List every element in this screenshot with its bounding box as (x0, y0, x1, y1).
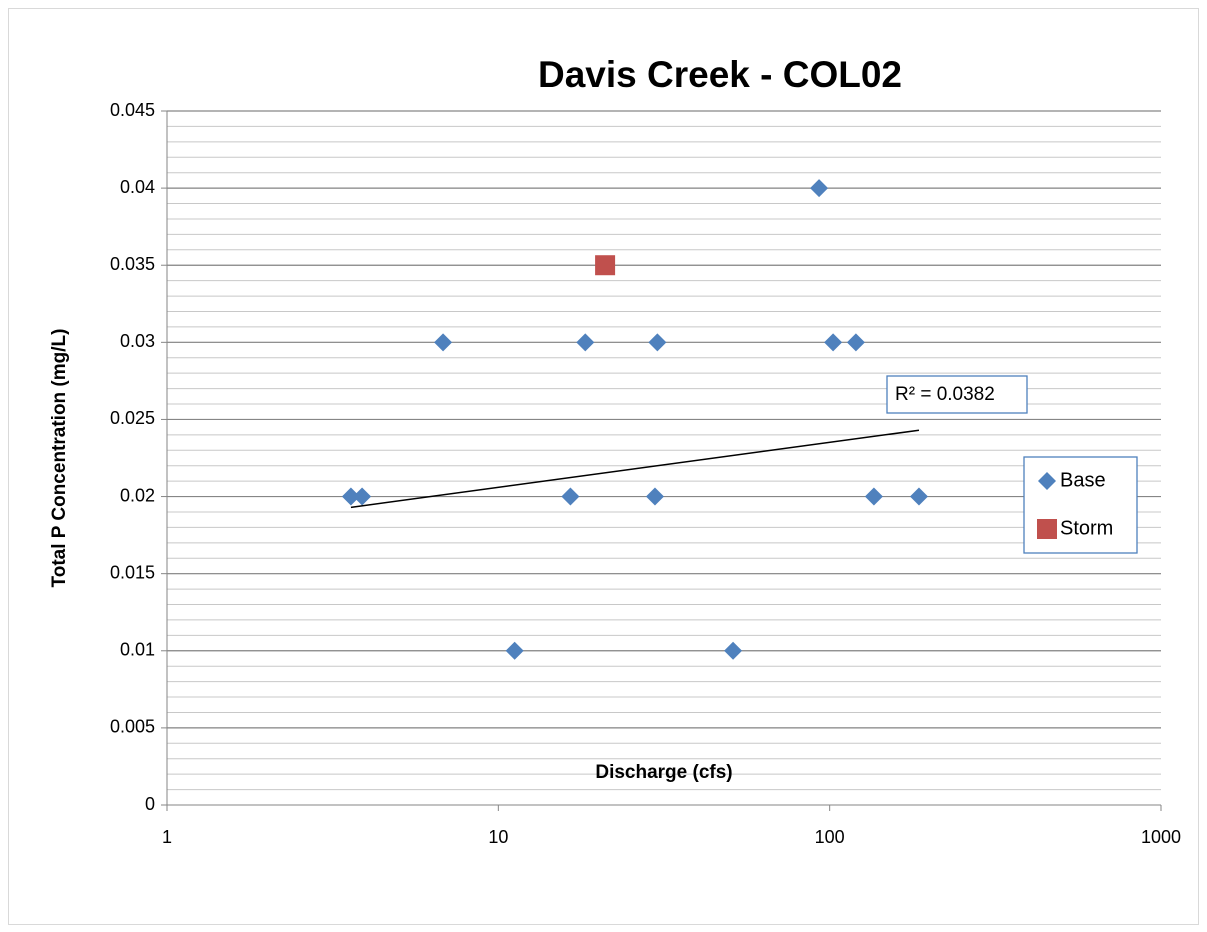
marker-diamond (810, 179, 829, 198)
marker-diamond (505, 641, 524, 660)
y-tick-label: 0.01 (120, 640, 155, 660)
legend-label: Base (1060, 469, 1106, 491)
x-tick-label: 1 (162, 827, 172, 847)
x-tick-label: 10 (488, 827, 508, 847)
marker-diamond (353, 487, 372, 506)
legend-label: Storm (1060, 517, 1113, 539)
marker-diamond (434, 333, 453, 352)
marker-diamond (648, 333, 667, 352)
marker-diamond (724, 641, 743, 660)
marker-diamond (576, 333, 595, 352)
y-tick-label: 0 (145, 794, 155, 814)
y-tick-label: 0.015 (110, 562, 155, 582)
marker-square (1037, 519, 1057, 539)
marker-square (595, 255, 616, 276)
y-tick-label: 0.02 (120, 485, 155, 505)
y-tick-label: 0.035 (110, 254, 155, 274)
x-axis-label: Discharge (cfs) (595, 762, 732, 783)
y-tick-label: 0.005 (110, 717, 155, 737)
chart-border (8, 8, 1199, 925)
annotation: R² = 0.0382 (895, 384, 995, 405)
trendline (350, 429, 920, 509)
legend-item: Base (1038, 469, 1106, 491)
marker-diamond (824, 333, 843, 352)
marker-diamond (846, 333, 865, 352)
grid (161, 110, 1162, 811)
y-tick-label: 0.04 (120, 177, 155, 197)
x-tick-label: 1000 (1141, 827, 1181, 847)
marker-diamond (864, 487, 883, 506)
marker-diamond (909, 487, 928, 506)
marker-diamond (1038, 472, 1056, 490)
annotation-box (886, 375, 1028, 414)
y-axis-label: Total P Concentration (mg/L) (49, 329, 70, 588)
chart-title: Davis Creek - COL02 (538, 54, 902, 95)
marker-diamond (561, 487, 580, 506)
marks (341, 179, 928, 660)
legend-item: Storm (1037, 517, 1113, 539)
y-tick-label: 0.025 (110, 408, 155, 428)
marker-diamond (341, 487, 360, 506)
y-tick-label: 0.03 (120, 331, 155, 351)
y-tick-label: 0.045 (110, 100, 155, 120)
marker-diamond (645, 487, 664, 506)
x-tick-label: 100 (815, 827, 845, 847)
